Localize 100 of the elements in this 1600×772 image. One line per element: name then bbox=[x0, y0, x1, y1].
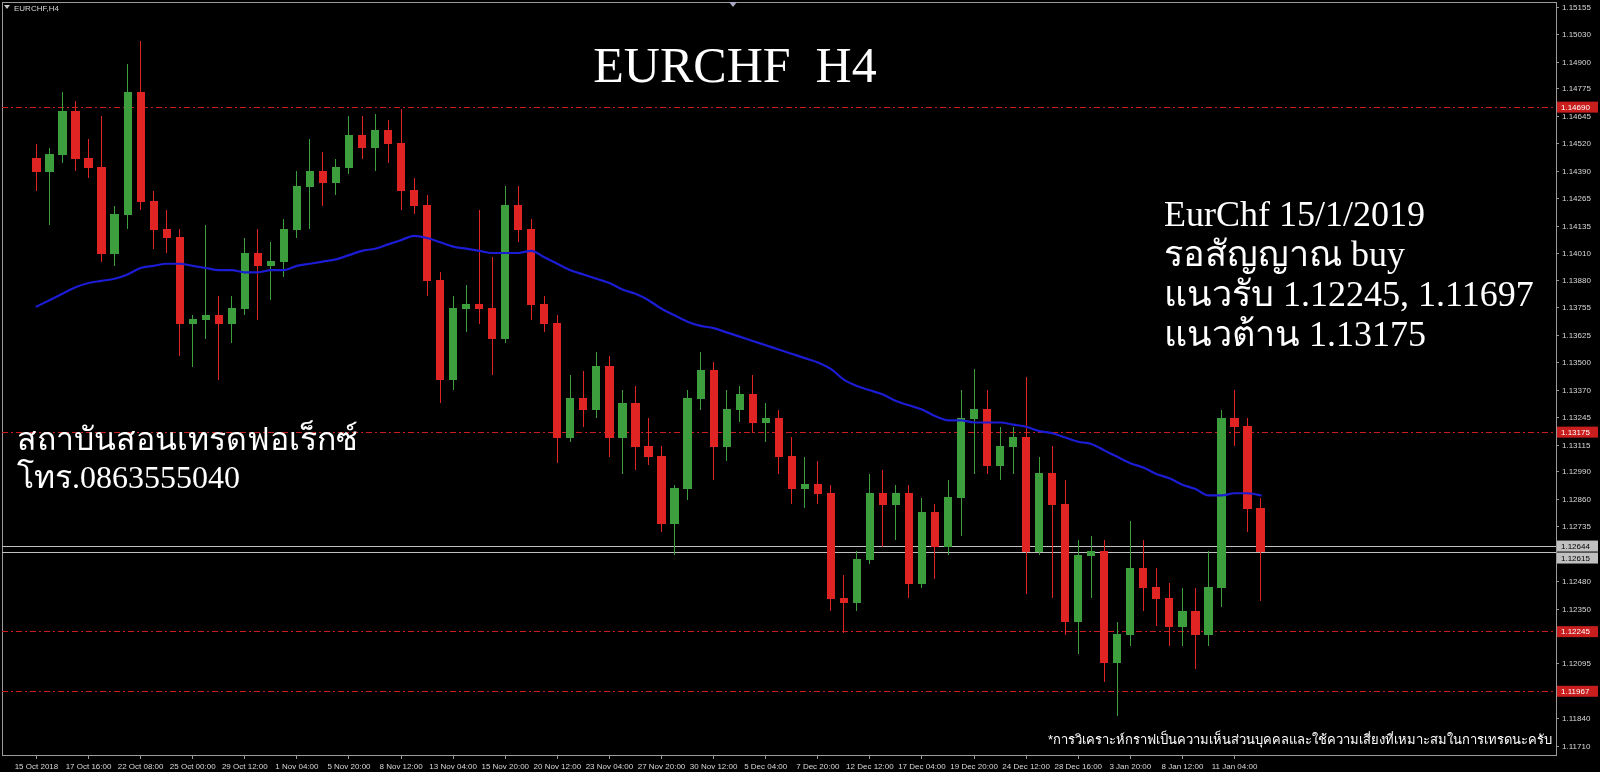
y-tick-label: 1.14645 bbox=[1562, 112, 1592, 122]
y-tick-label: 1.12480 bbox=[1562, 576, 1592, 586]
x-tick-label: 22 Oct 08:00 bbox=[117, 761, 165, 771]
candlestick bbox=[774, 409, 783, 475]
x-tick-label: 17 Oct 16:00 bbox=[65, 761, 112, 771]
candlestick bbox=[240, 237, 249, 316]
x-tick-label: 23 Nov 04:00 bbox=[585, 761, 634, 771]
candlestick bbox=[540, 295, 549, 333]
x-tick-label: 29 Oct 12:00 bbox=[221, 761, 269, 771]
candlestick bbox=[956, 389, 966, 537]
candlestick bbox=[644, 417, 653, 466]
y-tick-label: 1.14775 bbox=[1562, 84, 1592, 94]
x-tick-label: 7 Dec 20:00 bbox=[796, 761, 840, 771]
y-tick-label: 1.14010 bbox=[1562, 248, 1592, 258]
y-tick-label: 1.12860 bbox=[1562, 495, 1592, 505]
candlestick bbox=[891, 484, 901, 541]
y-tick-label: 1.13625 bbox=[1562, 331, 1592, 341]
candlestick bbox=[331, 158, 341, 196]
candlestick bbox=[1230, 389, 1239, 447]
y-tick-label: 1.14520 bbox=[1562, 139, 1592, 149]
candlestick bbox=[696, 351, 705, 411]
candlestick bbox=[357, 115, 367, 160]
candlestick bbox=[1191, 587, 1200, 670]
candlestick bbox=[214, 295, 223, 381]
y-tick-label: 1.13755 bbox=[1562, 303, 1592, 313]
candlestick bbox=[553, 314, 562, 464]
y-tick-label: 1.13245 bbox=[1562, 412, 1592, 422]
candlestick bbox=[761, 402, 770, 443]
x-tick-label: 24 Dec 12:00 bbox=[1002, 761, 1051, 771]
y-tick-label: 1.11710 bbox=[1562, 741, 1591, 751]
candlestick bbox=[826, 484, 835, 612]
candlestick bbox=[1178, 587, 1187, 647]
x-tick-label: 25 Oct 00:00 bbox=[169, 761, 217, 771]
candlestick bbox=[527, 218, 536, 320]
candlestick bbox=[1061, 479, 1070, 636]
candlestick bbox=[969, 368, 979, 475]
y-tick-label: 1.12735 bbox=[1562, 522, 1592, 532]
x-tick-label: 19 Dec 20:00 bbox=[950, 761, 999, 771]
x-tick-label: 5 Nov 20:00 bbox=[327, 761, 372, 771]
candlestick bbox=[501, 186, 510, 344]
x-tick-label: 30 Nov 12:00 bbox=[689, 761, 738, 771]
candlestick bbox=[71, 100, 80, 172]
y-tick-label: 1.12990 bbox=[1562, 467, 1592, 477]
candlestick bbox=[423, 194, 432, 297]
y-tick-label: 1.14390 bbox=[1562, 166, 1592, 176]
ref-line-label: 1.12644 bbox=[1561, 541, 1591, 551]
candlestick bbox=[1022, 376, 1031, 595]
y-tick-label: 1.14900 bbox=[1562, 57, 1592, 67]
annotation: EURCHF,H4 bbox=[14, 4, 60, 13]
candlestick bbox=[45, 147, 54, 226]
x-tick-label: 11 Jan 04:00 bbox=[1211, 761, 1258, 771]
candlestick bbox=[865, 473, 874, 565]
x-tick-label: 15 Oct 2018 bbox=[14, 761, 59, 771]
candlestick bbox=[904, 484, 914, 599]
candlestick bbox=[943, 479, 953, 556]
x-tick-label: 13 Nov 04:00 bbox=[429, 761, 478, 771]
candlestick bbox=[930, 503, 940, 580]
y-tick-label: 1.15030 bbox=[1562, 29, 1592, 39]
y-tick-label: 1.12350 bbox=[1562, 604, 1592, 614]
annotation: สถาบันสอนเทรดฟอเร็กซ์ โทร.0863555040 bbox=[17, 420, 358, 495]
candlestick bbox=[722, 389, 731, 462]
text: EURCHF H4 bbox=[593, 37, 877, 93]
candlestick bbox=[449, 295, 458, 391]
candlestick bbox=[1165, 582, 1174, 647]
y-tick-label: 1.13880 bbox=[1562, 276, 1592, 286]
x-tick-label: 8 Jan 12:00 bbox=[1161, 761, 1204, 771]
candlestick bbox=[1048, 445, 1057, 599]
candlestick bbox=[1009, 426, 1018, 475]
x-tick-label: 8 Nov 12:00 bbox=[379, 761, 424, 771]
candlestick bbox=[709, 361, 718, 481]
x-tick-label: 5 Dec 04:00 bbox=[744, 761, 788, 771]
candlestick bbox=[488, 256, 497, 376]
candlestick bbox=[175, 228, 184, 357]
candlestick bbox=[787, 437, 796, 505]
annotation: *การวิเคราะห์กราฟเป็นความเห็นส่วนบุคคลและใช้ความเสี่ยงที่เหมาะสมในการเทรดนะครับ bbox=[1047, 730, 1552, 748]
y-tick-label: 1.13370 bbox=[1562, 385, 1592, 395]
ref-line-label: 1.13175 bbox=[1561, 427, 1591, 437]
candlestick bbox=[800, 456, 809, 509]
x-tick-label: 20 Nov 12:00 bbox=[533, 761, 582, 771]
candlestick bbox=[136, 40, 145, 211]
x-tick-label: 15 Nov 20:00 bbox=[481, 761, 530, 771]
candlestick bbox=[566, 374, 575, 443]
candlestick bbox=[162, 209, 171, 254]
candlestick bbox=[670, 484, 679, 556]
candlestick bbox=[1087, 535, 1096, 599]
candlestick bbox=[1204, 550, 1213, 647]
candlestick bbox=[983, 389, 992, 475]
candlestick bbox=[84, 138, 93, 179]
candlestick bbox=[1152, 567, 1161, 627]
y-tick-label: 1.13500 bbox=[1562, 357, 1592, 367]
y-tick-label: 1.12095 bbox=[1562, 659, 1592, 669]
candlestick bbox=[462, 284, 471, 333]
candlestick bbox=[579, 370, 588, 428]
ref-line-label: 1.12245 bbox=[1561, 627, 1591, 637]
candlestick bbox=[253, 228, 262, 320]
candlestick bbox=[1074, 539, 1083, 655]
candlestick bbox=[1139, 539, 1148, 612]
candlestick bbox=[396, 108, 406, 211]
candlestick bbox=[410, 177, 419, 215]
candlestick bbox=[1113, 621, 1122, 717]
